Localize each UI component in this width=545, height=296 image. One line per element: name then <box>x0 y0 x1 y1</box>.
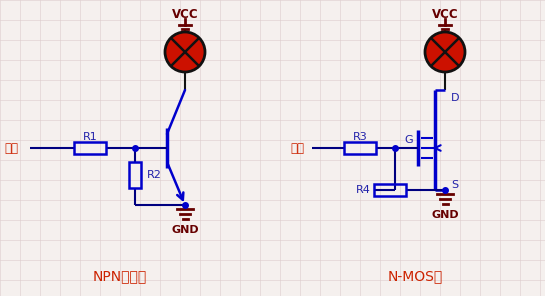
Bar <box>74 142 106 154</box>
Text: G: G <box>404 135 413 145</box>
Bar <box>374 184 406 196</box>
Text: VCC: VCC <box>432 7 458 20</box>
Text: NPN三極管: NPN三極管 <box>93 269 147 283</box>
Text: D: D <box>451 93 459 103</box>
Text: N-MOS管: N-MOS管 <box>387 269 443 283</box>
Ellipse shape <box>425 32 465 72</box>
Ellipse shape <box>165 32 205 72</box>
Text: GND: GND <box>431 210 459 220</box>
Text: R4: R4 <box>356 185 371 195</box>
Text: 輸入: 輸入 <box>290 141 304 155</box>
Bar <box>129 162 141 188</box>
Text: GND: GND <box>171 225 199 235</box>
Text: R2: R2 <box>147 170 162 180</box>
Text: R1: R1 <box>83 132 98 142</box>
Text: R3: R3 <box>353 132 367 142</box>
Text: 輸入: 輸入 <box>4 141 18 155</box>
Bar <box>344 142 376 154</box>
Text: VCC: VCC <box>172 7 198 20</box>
Text: S: S <box>451 180 458 190</box>
